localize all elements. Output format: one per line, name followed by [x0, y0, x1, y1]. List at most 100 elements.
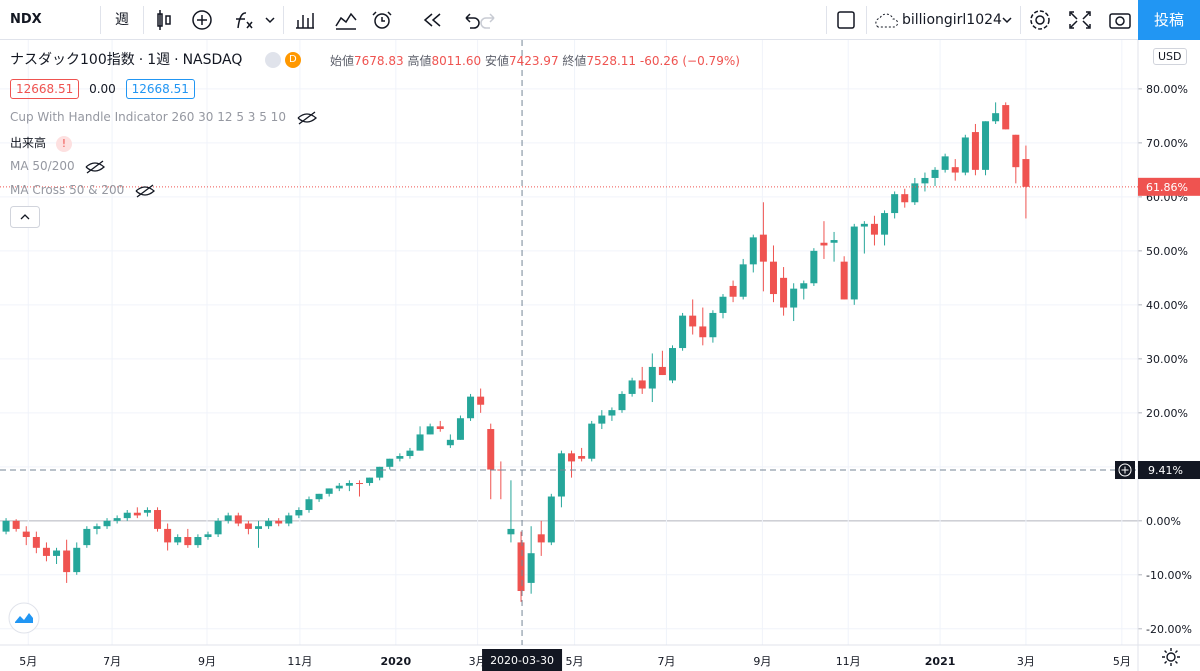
candle-body [608, 410, 616, 416]
candle-body [689, 315, 697, 327]
candle-body [22, 531, 30, 538]
candle-body [426, 426, 434, 435]
candle-body [386, 458, 394, 467]
candle-body [961, 137, 969, 173]
candle-body [971, 132, 979, 170]
indicator[interactable]: Cup With Handle Indicator 260 30 12 5 3 … [10, 110, 318, 125]
crosshair-y-label: 9.41% [1148, 464, 1183, 477]
candle-body [921, 177, 929, 184]
candle-body [366, 477, 374, 484]
candle-body [840, 261, 848, 300]
hidden-icon[interactable] [84, 159, 106, 174]
candle-body [32, 537, 40, 548]
low-label: 安値 [484, 54, 509, 68]
indicator[interactable]: MA Cross 50 & 200 [10, 183, 156, 198]
candle-body [63, 550, 71, 573]
toolbar-icons-2[interactable] [290, 8, 510, 32]
candle-body [487, 429, 495, 470]
candle-body [679, 315, 687, 349]
logo-button[interactable] [8, 602, 40, 634]
x-tick-label: 7月 [103, 655, 121, 668]
candle-body [658, 366, 666, 376]
candle-body [507, 528, 515, 535]
separator [100, 6, 101, 34]
candle-body [931, 169, 939, 178]
x-tick-label: 5月 [19, 655, 37, 668]
indicator[interactable]: MA 50/200 [10, 159, 106, 174]
candle-body [154, 510, 162, 529]
x-tick-label: 2020 [381, 655, 412, 668]
candle-body [376, 466, 384, 478]
change: -60.26 (−0.79%) [639, 54, 740, 68]
open-value: 7678.83 [354, 54, 404, 68]
candle-body [214, 520, 222, 535]
y-tick-label: 70.00% [1146, 137, 1188, 150]
y-tick-label: 40.00% [1146, 299, 1188, 312]
crosshair-y-box [1138, 461, 1200, 480]
candle-body [780, 277, 788, 308]
toolbar-icons[interactable] [150, 8, 290, 32]
symbol[interactable]: NDX [10, 12, 42, 27]
currency[interactable]: USD [1153, 48, 1187, 65]
indicator-name: 出来高 [10, 136, 47, 150]
high-value: 8011.60 [431, 54, 482, 68]
indicator-name: MA 50/200 [10, 159, 75, 173]
separator [143, 6, 144, 34]
crosshair-plus [1121, 466, 1129, 474]
x-tick-label: 9月 [753, 655, 771, 668]
dropdown[interactable] [1000, 14, 1014, 26]
user-name[interactable]: billiongirl1024 [902, 12, 1002, 28]
candle-body [73, 547, 81, 573]
candle-body [2, 520, 10, 532]
candle-body [810, 250, 818, 284]
candle-body [194, 537, 202, 546]
candle-body [477, 396, 485, 405]
separator [826, 6, 827, 34]
interval-button[interactable]: 週 [115, 12, 129, 28]
hidden-icon[interactable] [296, 110, 318, 125]
y-tick-label: -10.00% [1146, 569, 1192, 582]
separator [283, 6, 284, 34]
open-label: 始値 [330, 54, 355, 68]
ohlc: 始値7678.83 高値8011.60 安値7423.97 終値7528.11 … [330, 52, 740, 69]
publish-button[interactable]: 投稿 [1138, 0, 1200, 40]
candle-body [891, 194, 899, 214]
x-tick-label: 9月 [198, 655, 216, 668]
alert-icon[interactable]: ! [56, 136, 73, 152]
candle-body [456, 418, 464, 440]
delay-badge[interactable]: D [284, 52, 301, 68]
indicator[interactable]: 出来高! [10, 134, 73, 152]
close-value: 7528.11 [586, 54, 637, 68]
candle-body [941, 156, 949, 170]
candle-body [1002, 105, 1010, 130]
y-tick-label: 30.00% [1146, 353, 1188, 366]
cloud-icon[interactable] [872, 11, 902, 31]
collapse-button[interactable] [10, 206, 40, 228]
candle-body [254, 526, 262, 529]
y-tick-label: 20.00% [1146, 407, 1188, 420]
candle-body [467, 396, 475, 419]
separator: · [138, 52, 144, 68]
settings-icon[interactable] [1160, 646, 1182, 668]
candle-body [204, 534, 212, 538]
indicator-name: Cup With Handle Indicator 260 30 12 5 3 … [10, 110, 286, 124]
chart: 80.00%70.00%60.00%50.00%40.00%30.00%20.0… [0, 40, 1200, 671]
candle-body [335, 485, 343, 489]
candle-body [820, 242, 828, 246]
toolbar-icons-3[interactable] [1026, 8, 1136, 32]
x-tick-label: 5月 [566, 655, 584, 668]
x-tick-label: 3月 [1017, 655, 1035, 668]
exchange: NASDAQ [182, 52, 243, 68]
hidden-icon[interactable] [134, 183, 156, 198]
candle-body [416, 434, 424, 451]
candle-body [265, 520, 273, 527]
candle-body [749, 237, 757, 265]
candle-body [800, 283, 808, 289]
last-price-label: 61.86% [1146, 181, 1188, 194]
x-tick-label: 2021 [925, 655, 956, 668]
layout-icon[interactable] [836, 10, 860, 30]
candle-body [12, 520, 20, 529]
candle-body [618, 393, 626, 411]
candle-body [881, 213, 889, 235]
candle-body [325, 488, 333, 494]
